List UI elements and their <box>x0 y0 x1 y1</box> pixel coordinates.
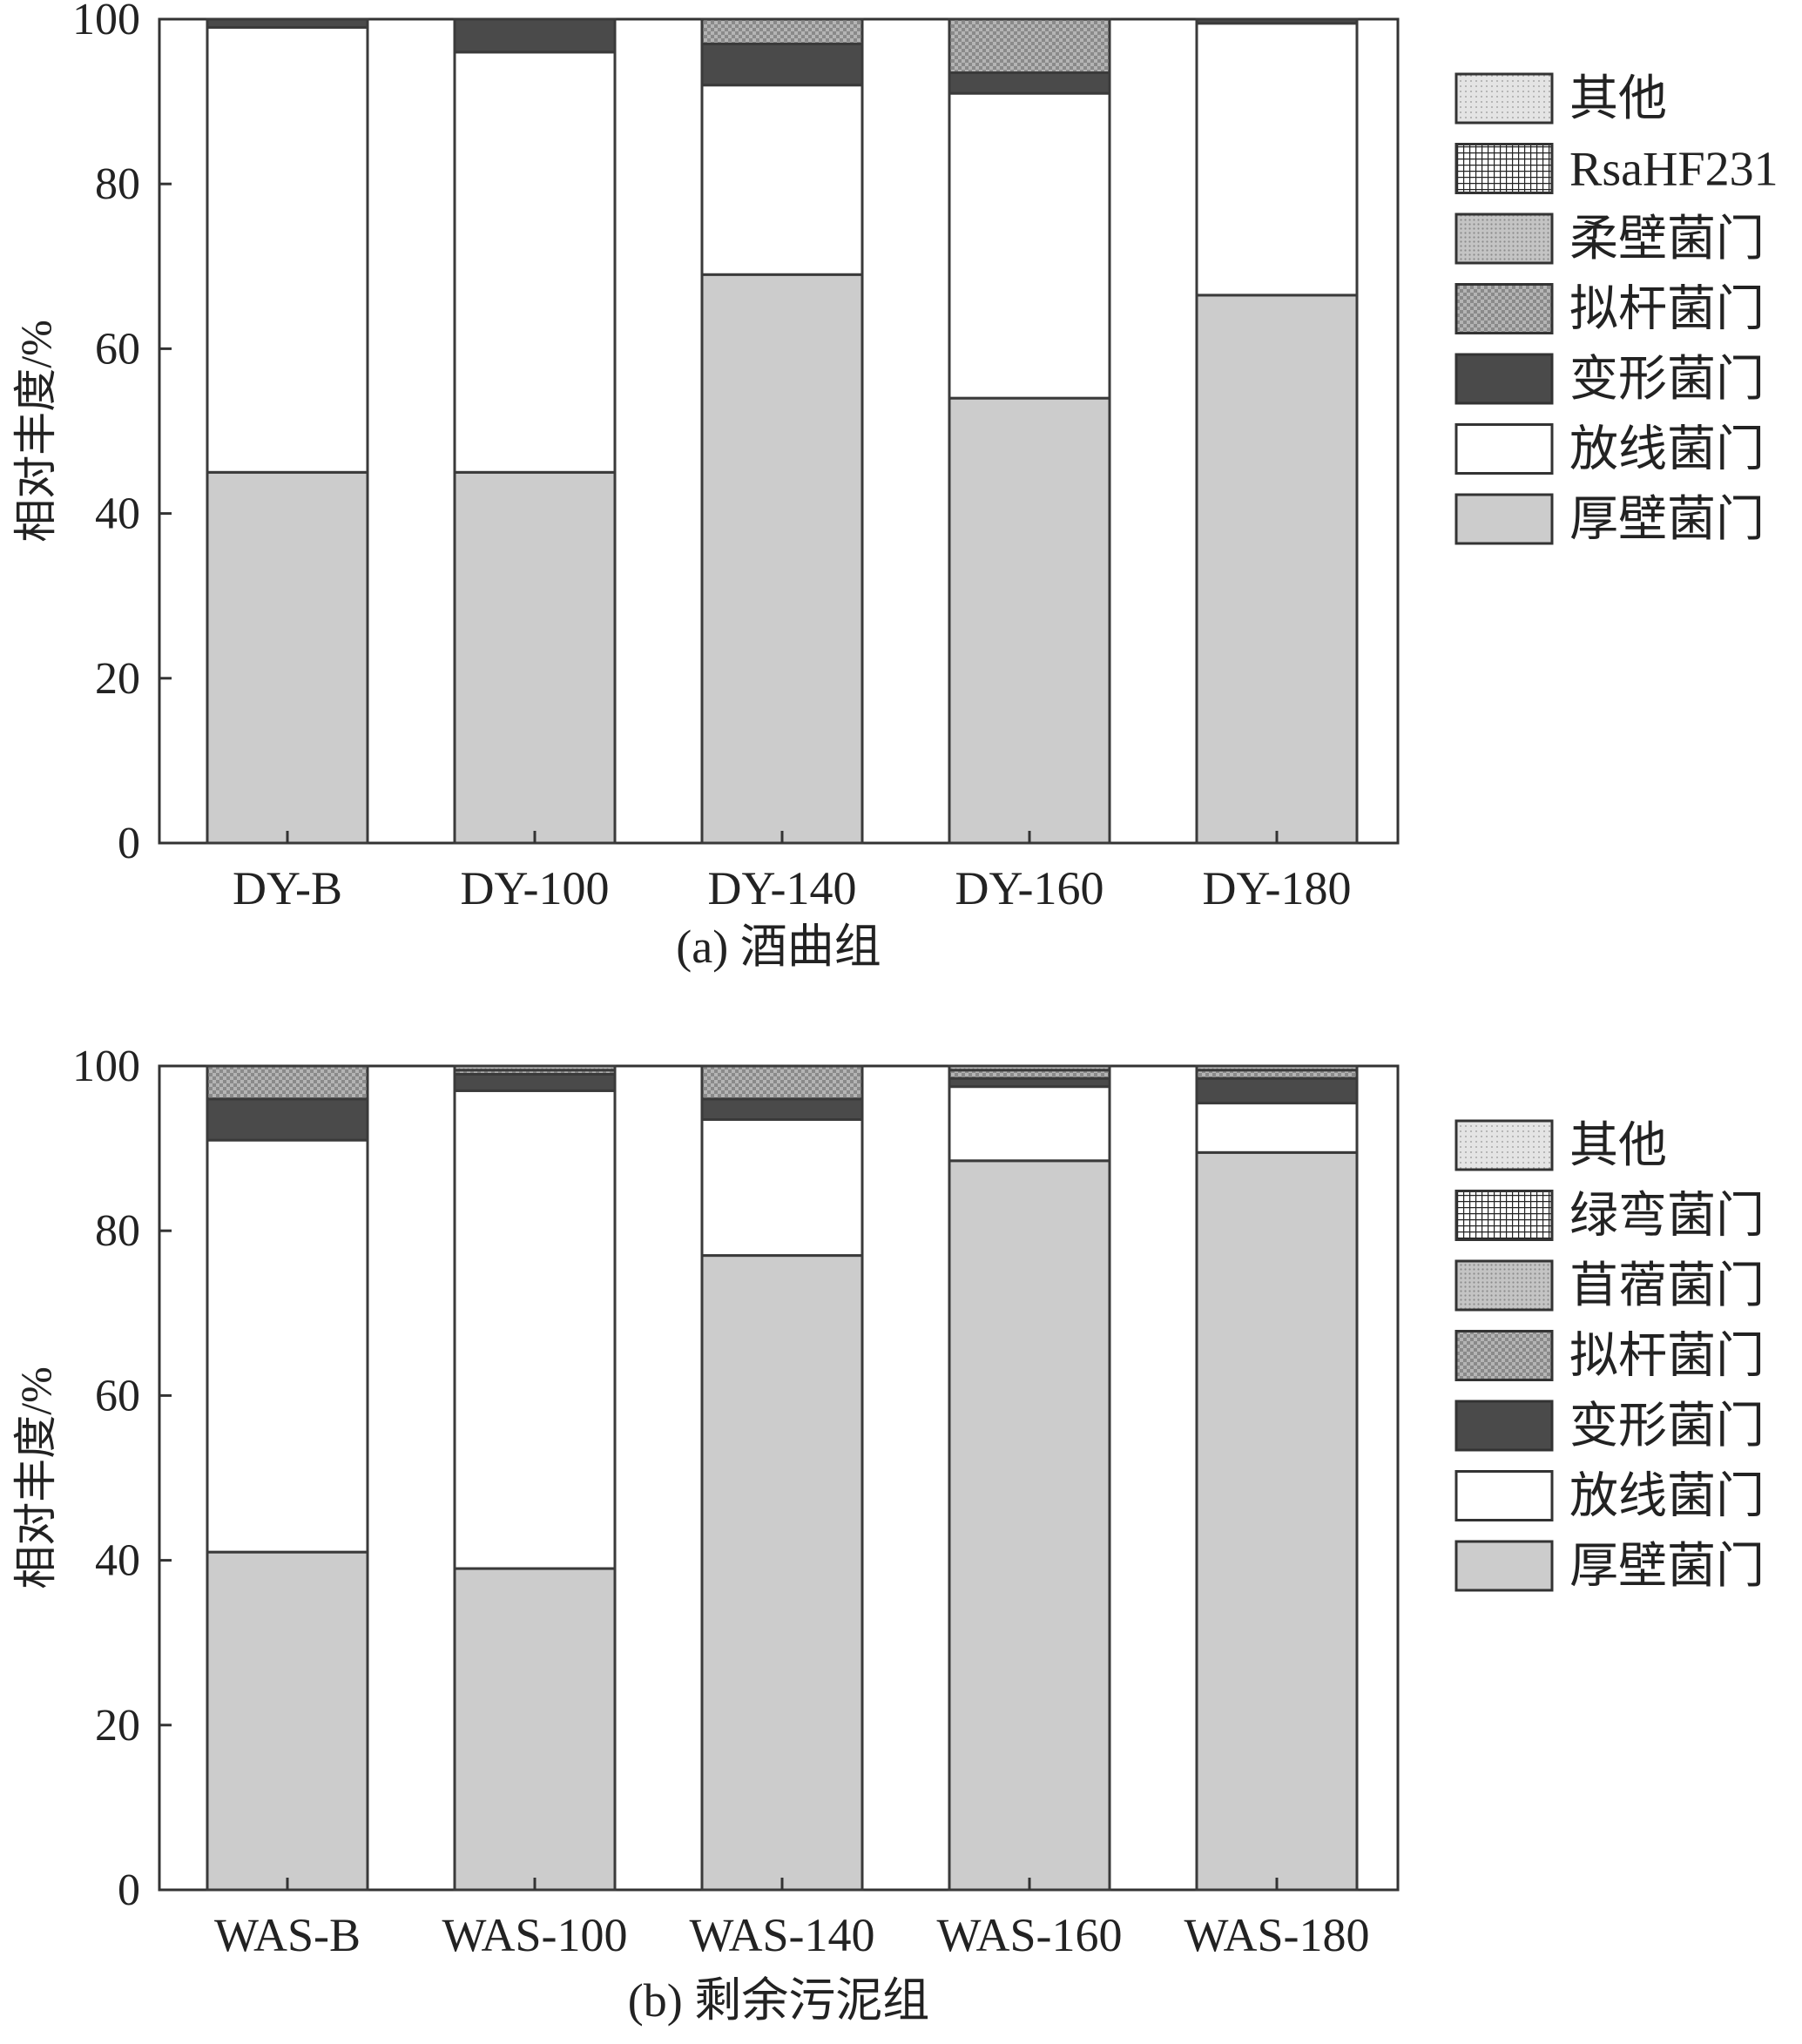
bar-segment <box>453 51 617 474</box>
bar-segment <box>206 470 369 845</box>
bar-segment <box>700 1117 864 1258</box>
legend-swatch <box>1454 1190 1554 1241</box>
legend-swatch <box>1454 212 1554 265</box>
legend-label: 其他 <box>1569 72 1667 126</box>
y-axis-title: 相对丰度/% <box>11 1366 60 1589</box>
panel-a: 0 20 40 60 80 100 相对丰度/% DY-B DY-100 DY-140 DY-160… <box>11 0 1778 973</box>
bar-segment <box>700 84 864 276</box>
bar-segment <box>453 1567 617 1892</box>
legend-swatch <box>1454 353 1554 405</box>
legend-label: 拟杆菌门 <box>1569 283 1765 337</box>
bar-segment <box>1195 293 1359 845</box>
legend-label: 拟杆菌门 <box>1569 1330 1765 1384</box>
legend-swatch <box>1454 72 1554 125</box>
bar-segment <box>1195 1064 1359 1072</box>
legend-swatch <box>1454 1330 1554 1381</box>
bar-segment <box>948 17 1111 74</box>
x-tick-label: DY-180 <box>1203 862 1352 914</box>
x-tick-label: DY-B <box>233 862 342 914</box>
y-tick-label: 100 <box>72 0 140 44</box>
bar-segment <box>453 17 617 54</box>
legend-swatch <box>1454 1259 1554 1312</box>
legend-swatch <box>1454 1400 1554 1452</box>
y-tick-label: 40 <box>95 489 140 539</box>
x-tick-label: DY-160 <box>955 862 1104 914</box>
x-tick-label: WAS-180 <box>1184 1909 1370 1961</box>
legend-swatch <box>1454 1119 1554 1171</box>
y-tick-label: 20 <box>95 1701 140 1751</box>
bar-segment <box>700 1097 864 1121</box>
bar-segment <box>948 1064 1111 1072</box>
x-tick-label: WAS-100 <box>442 1909 628 1961</box>
y-tick-label: 60 <box>95 324 140 374</box>
legend-swatch <box>1454 493 1554 545</box>
bar-segment <box>948 1159 1111 1892</box>
legend-label: 厚壁菌门 <box>1569 1540 1765 1594</box>
legend-label: 放线菌门 <box>1569 1470 1765 1524</box>
y-tick-label: 0 <box>118 819 140 868</box>
y-tick-label: 100 <box>72 1042 140 1091</box>
panel-caption: (a) 酒曲组 <box>676 921 881 973</box>
y-axis-title: 相对丰度/% <box>11 320 60 543</box>
legend-swatch <box>1454 143 1554 194</box>
bar-segment <box>206 1064 369 1101</box>
legend-label: 放线菌门 <box>1569 423 1765 477</box>
legend-label: 绿弯菌门 <box>1569 1190 1765 1244</box>
legend-label: 其他 <box>1569 1119 1667 1173</box>
legend-swatch <box>1454 423 1554 475</box>
legend-label: RsaHF231 <box>1569 143 1778 197</box>
bar-segment <box>206 17 369 29</box>
bar-segment <box>948 91 1111 400</box>
y-tick-label: 0 <box>118 1865 140 1915</box>
bar-segment <box>700 273 864 845</box>
bar-segment <box>1195 22 1359 297</box>
legend-swatch <box>1454 1470 1554 1521</box>
bar-segment <box>948 1085 1111 1163</box>
bar-segment <box>700 1064 864 1101</box>
bar-segment <box>206 25 369 474</box>
legend-swatch <box>1454 1540 1554 1592</box>
bar-segment <box>1195 1102 1359 1154</box>
panel-b: 0 20 40 60 80 100 相对丰度/% WAS-B WAS-100 WAS-140 WAS… <box>11 1042 1765 2027</box>
y-tick-label: 60 <box>95 1371 140 1420</box>
bar-segment <box>700 42 864 87</box>
legend-label: 厚壁菌门 <box>1569 493 1765 547</box>
bar-segment <box>453 1064 617 1072</box>
legend-label: 变形菌门 <box>1569 353 1765 407</box>
bar-segment <box>453 470 617 845</box>
y-tick-label: 20 <box>95 654 140 704</box>
bar-segment <box>948 71 1111 95</box>
bar-segment <box>206 1138 369 1554</box>
bar-segment <box>453 1072 617 1092</box>
bar-segment <box>700 1254 864 1892</box>
y-tick-label: 40 <box>95 1536 140 1586</box>
y-tick-label: 80 <box>95 159 140 209</box>
x-tick-label: WAS-140 <box>690 1909 875 1961</box>
bar-segment <box>453 1089 617 1570</box>
x-tick-label: WAS-160 <box>937 1909 1123 1961</box>
legend-label: 苜蓿菌门 <box>1569 1259 1765 1313</box>
bar-segment <box>1195 1150 1359 1892</box>
bar-segment <box>948 396 1111 845</box>
x-tick-label: DY-140 <box>708 862 857 914</box>
legend-label: 变形菌门 <box>1569 1400 1765 1454</box>
x-tick-label: WAS-B <box>214 1909 361 1961</box>
bar-segment <box>206 1550 369 1892</box>
legend-label: 柔壁菌门 <box>1569 212 1765 266</box>
bar-segment <box>1195 17 1359 25</box>
bar-segment <box>1195 1076 1359 1105</box>
legend-swatch <box>1454 283 1554 334</box>
y-tick-label: 80 <box>95 1206 140 1256</box>
panel-caption: (b) 剩余污泥组 <box>628 1974 929 2027</box>
x-tick-label: DY-100 <box>461 862 610 914</box>
bar-segment <box>700 17 864 45</box>
bar-segment <box>206 1097 369 1142</box>
